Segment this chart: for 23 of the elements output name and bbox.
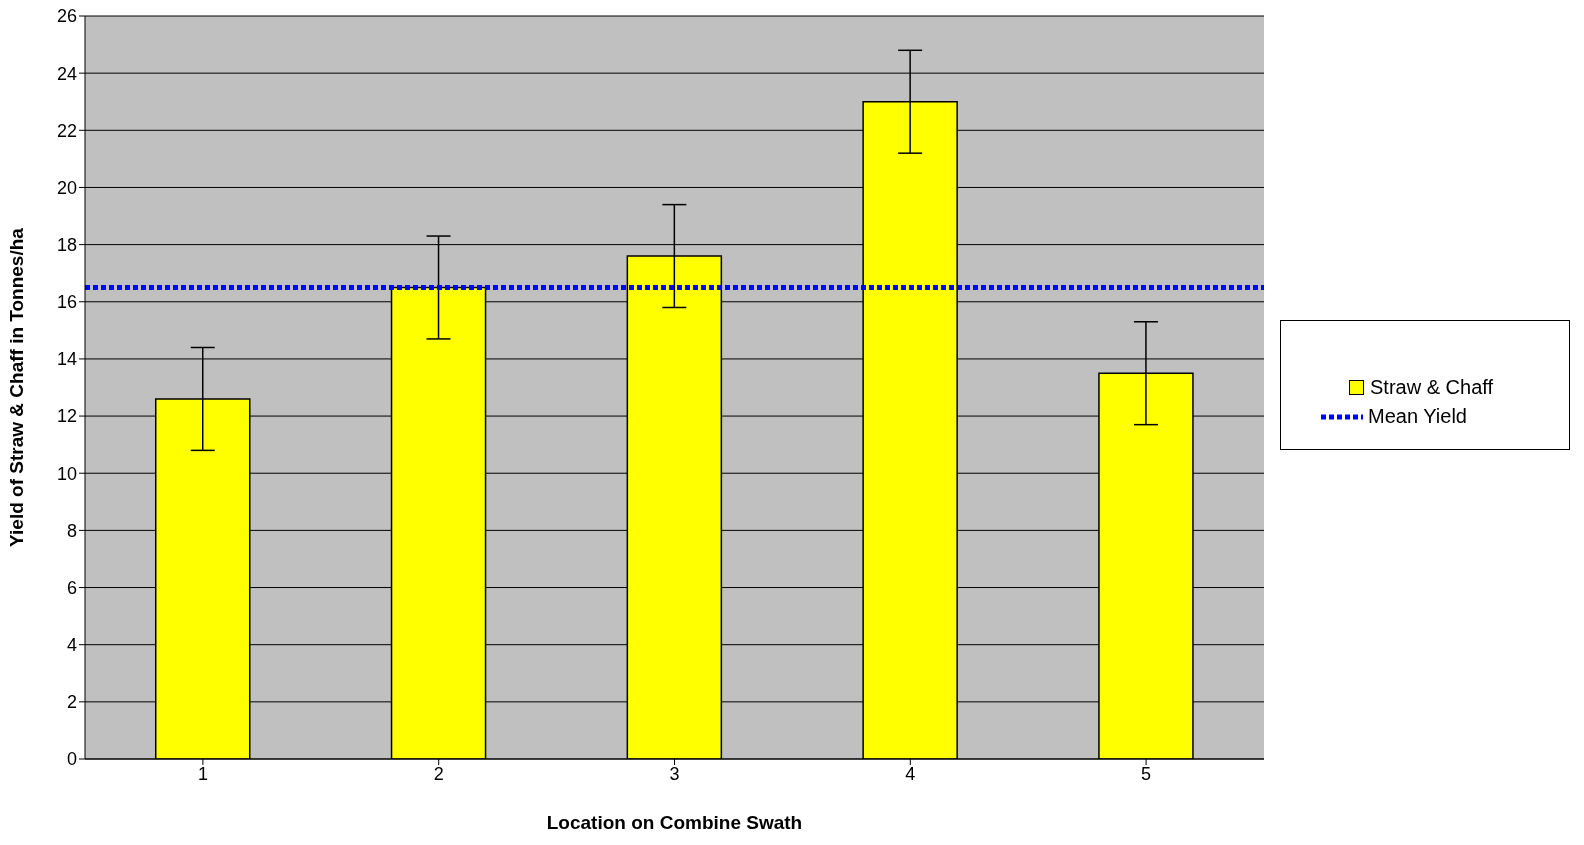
- y-tick-label: 18: [56, 235, 77, 256]
- y-tick-label: 10: [56, 463, 77, 484]
- x-tick-label: 5: [1141, 763, 1152, 784]
- y-tick-label: 14: [56, 349, 77, 370]
- y-tick-label: 20: [56, 177, 77, 198]
- y-tick-label: 0: [66, 749, 77, 770]
- y-tick-label: 22: [56, 120, 77, 141]
- y-tick-label: 8: [66, 520, 77, 541]
- x-tick-label: 3: [669, 763, 680, 784]
- x-axis-title: Location on Combine Swath: [546, 812, 803, 833]
- x-tick-label: 2: [433, 763, 444, 784]
- y-tick-label: 2: [66, 692, 77, 713]
- x-tick-label: 1: [197, 763, 208, 784]
- y-tick-label: 26: [56, 6, 77, 27]
- y-tick-label: 6: [66, 577, 77, 598]
- y-tick-label: 12: [56, 406, 77, 427]
- y-axis-title: Yield of Straw & Chaff in Tonnes/ha: [5, 227, 27, 547]
- y-tick-label: 24: [56, 63, 77, 84]
- legend-label: Straw & Chaff: [1370, 376, 1494, 399]
- y-tick-label: 4: [66, 635, 77, 656]
- x-tick-label: 4: [905, 763, 916, 784]
- legend-label: Mean Yield: [1368, 405, 1467, 428]
- y-tick-label: 16: [56, 292, 77, 313]
